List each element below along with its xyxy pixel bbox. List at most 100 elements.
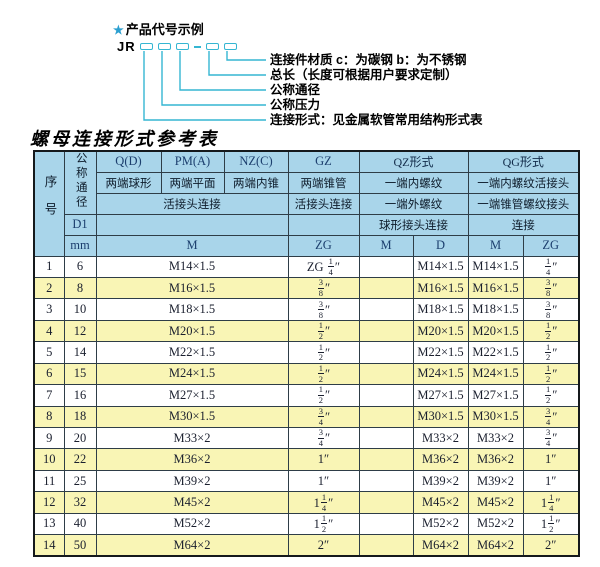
cell-qz_d: M14×1.5 xyxy=(412,255,469,278)
cell-qz_d: M52×2 xyxy=(412,512,469,536)
cell-no: 4 xyxy=(33,319,65,343)
cell-qg_zg: 1 2 ″ xyxy=(522,341,580,364)
header-col-qz: QZ形式 xyxy=(358,150,469,173)
cell-m: M27×1.5 xyxy=(95,384,289,407)
cell-no: 11 xyxy=(33,469,65,493)
cell-gz: 1 2 ″ xyxy=(287,319,360,343)
cell-mm: 12 xyxy=(63,319,97,343)
table-row: 7 16 M27×1.5 1 2 ″ M27×1.5 M27×1.5 1 2 ″ xyxy=(33,384,580,407)
cell-qz_m xyxy=(358,384,414,407)
cell-gz: 2″ xyxy=(287,534,360,557)
header-qz-connection: 球形接头连接 xyxy=(358,213,469,236)
cell-qz_m xyxy=(358,255,414,278)
cell-m: M22×1.5 xyxy=(95,341,289,364)
table-row: 2 8 M16×1.5 3 8 ″ M16×1.5 M16×1.5 3 8 ″ xyxy=(33,276,580,300)
header-gz-desc: 两端锥管 xyxy=(287,171,360,194)
cell-qz_d: M45×2 xyxy=(412,491,469,514)
cell-mm: 14 xyxy=(63,341,97,364)
cell-mm: 25 xyxy=(63,469,97,493)
code-prefix: JR xyxy=(117,39,136,54)
cell-mm: 22 xyxy=(63,448,97,471)
cell-gz: 1″ xyxy=(287,469,360,493)
table-row: 1 6 M14×1.5 ZG 1 4 ″ M14×1.5 M14×1.5 1 4 ″ xyxy=(33,255,580,278)
header-d1: D1 xyxy=(63,213,97,236)
cell-qz_d: M64×2 xyxy=(412,534,469,557)
cell-qg_m: M33×2 xyxy=(467,426,524,450)
cell-gz: 1 2 ″ xyxy=(287,341,360,364)
header-union-connection: 活接头连接 xyxy=(95,192,289,215)
cell-no: 10 xyxy=(33,448,65,471)
code-dash-icon xyxy=(193,45,201,48)
cell-no: 7 xyxy=(33,384,65,407)
header-qg-connection: 连接 xyxy=(467,213,580,236)
code-box xyxy=(175,43,189,50)
header-row-4: D1 球形接头连接 连接 xyxy=(34,213,580,236)
cell-qz_m xyxy=(358,276,414,300)
cell-qg_m: M22×1.5 xyxy=(467,341,524,364)
cell-no: 13 xyxy=(33,512,65,536)
cell-qg_zg: 1 1 2 ″ xyxy=(522,512,580,536)
header-seq: 序号 xyxy=(33,150,65,257)
leader-line xyxy=(161,51,266,106)
header-zg: ZG xyxy=(287,234,360,257)
cell-m: M18×1.5 xyxy=(95,298,289,321)
cell-mm: 10 xyxy=(63,298,97,321)
diagram-title: ★ 产品代号示例 xyxy=(113,19,204,38)
cell-qg_m: M39×2 xyxy=(467,469,524,493)
cell-no: 5 xyxy=(33,341,65,364)
cell-mm: 18 xyxy=(63,405,97,429)
cell-qz_d: M36×2 xyxy=(412,448,469,471)
cell-qg_m: M14×1.5 xyxy=(467,255,524,278)
cell-qg_zg: 1″ xyxy=(522,448,580,471)
leader-line xyxy=(179,51,266,91)
cell-qg_zg: 1 4 ″ xyxy=(522,255,580,278)
cell-qg_zg: 1 2 ″ xyxy=(522,362,580,386)
header-qg-m: M xyxy=(467,234,524,257)
cell-qz_m xyxy=(358,405,414,429)
cell-no: 14 xyxy=(33,534,65,557)
cell-no: 12 xyxy=(33,491,65,514)
cell-gz: 1 1 2 ″ xyxy=(287,512,360,536)
cell-mm: 6 xyxy=(63,255,97,278)
table-row: 3 10 M18×1.5 3 8 ″ M18×1.5 M18×1.5 3 8 ″ xyxy=(33,298,580,321)
cell-mm: 50 xyxy=(63,534,97,557)
cell-mm: 16 xyxy=(63,384,97,407)
cell-m: M39×2 xyxy=(95,469,289,493)
cell-qz_m xyxy=(358,298,414,321)
cell-qg_zg: 3 4 ″ xyxy=(522,405,580,429)
table-row: 11 25 M39×2 1″ M39×2 M39×2 1″ xyxy=(33,469,580,493)
cell-m: M24×1.5 xyxy=(95,362,289,386)
cell-no: 9 xyxy=(33,426,65,450)
cell-gz: 3 8 ″ xyxy=(287,276,360,300)
cell-mm: 15 xyxy=(63,362,97,386)
table-row: 12 32 M45×2 1 1 4 ″ M45×2 M45×2 1 1 4 ″ xyxy=(33,491,580,514)
table-row: 9 20 M33×2 3 4 ″ M33×2 M33×2 3 4 ″ xyxy=(33,426,580,450)
cell-qz_d: M33×2 xyxy=(412,426,469,450)
cell-qg_m: M36×2 xyxy=(467,448,524,471)
cell-qg_m: M18×1.5 xyxy=(467,298,524,321)
header-qg-zg: ZG xyxy=(522,234,580,257)
cell-qg_m: M24×1.5 xyxy=(467,362,524,386)
table-row: 5 14 M22×1.5 1 2 ″ M22×1.5 M22×1.5 1 2 ″ xyxy=(33,341,580,364)
code-box xyxy=(205,43,219,50)
header-qz-m: M xyxy=(358,234,414,257)
cell-qg_m: M52×2 xyxy=(467,512,524,536)
cell-qg_m: M16×1.5 xyxy=(467,276,524,300)
code-box xyxy=(223,43,237,50)
code-label-diameter: 公称通径 xyxy=(270,83,321,97)
cell-m: M36×2 xyxy=(95,448,289,471)
cell-qz_m xyxy=(358,319,414,343)
table-row: 13 40 M52×2 1 1 2 ″ M52×2 M52×2 1 1 2 ″ xyxy=(33,512,580,536)
cell-qz_d: M39×2 xyxy=(412,469,469,493)
cell-gz: 3 4 ″ xyxy=(287,405,360,429)
cell-m: M16×1.5 xyxy=(95,276,289,300)
cell-gz: 1″ xyxy=(287,448,360,471)
diagram-title-text: 产品代号示例 xyxy=(125,22,204,37)
cell-qz_d: M16×1.5 xyxy=(412,276,469,300)
cell-no: 2 xyxy=(33,276,65,300)
cell-qg_zg: 1 1 4 ″ xyxy=(522,491,580,514)
cell-gz: 1 1 4 ″ xyxy=(287,491,360,514)
cell-qz_m xyxy=(358,534,414,557)
cell-qz_m xyxy=(358,469,414,493)
header-diameter: 公称通径 xyxy=(63,150,97,215)
